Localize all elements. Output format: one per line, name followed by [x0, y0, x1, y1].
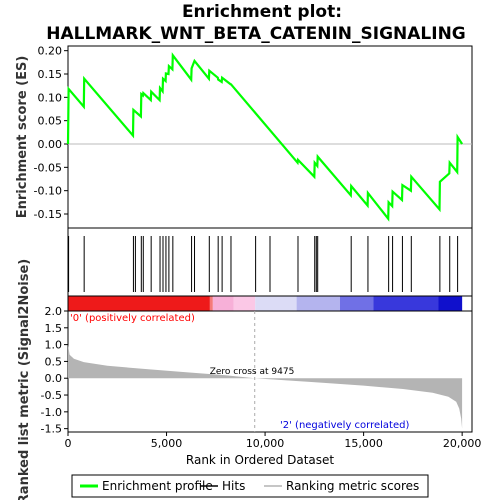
es-ytick-label: 0.20: [38, 45, 63, 58]
rank-color-segment: [212, 296, 234, 311]
rank-color-segment: [339, 296, 374, 311]
x-axis-label: Rank in Ordered Dataset: [186, 453, 334, 467]
legend-label: Hits: [222, 479, 245, 493]
xtick-label: 0: [65, 437, 72, 450]
hits-panel: [67, 227, 473, 297]
metric-ytick-label: 1.0: [45, 339, 63, 352]
metric-ytick-label: -0.5: [41, 389, 62, 402]
rank-colorbar: [67, 295, 473, 312]
ranked-metric-panel: Zero cross at 9475 '0' (positively correl…: [17, 259, 482, 504]
es-ytick-label: -0.05: [34, 161, 62, 174]
rank-color-segment: [296, 296, 340, 311]
xtick-label: 15,000: [344, 437, 383, 450]
metric-ytick-label: -1.5: [41, 423, 62, 436]
metric-ylabel: Ranked list metric (Signal2Noise): [17, 259, 32, 500]
rank-color-segment: [438, 296, 463, 311]
es-plot-frame: [67, 45, 473, 229]
rank-color-segment: [68, 296, 210, 311]
rank-color-segment: [209, 296, 213, 311]
chart-subtitle: HALLMARK_WNT_BETA_CATENIN_SIGNALING: [46, 24, 466, 44]
xtick-label: 20,000: [443, 437, 482, 450]
es-ytick-label: 0.00: [38, 138, 63, 151]
xtick-label: 10,000: [246, 437, 285, 450]
es-ylabel: Enrichment score (ES): [15, 56, 30, 219]
es-ytick-label: 0.10: [38, 91, 63, 104]
metric-ytick-label: 2.0: [45, 305, 63, 318]
es-panel: -0.15 -0.10 -0.05 0.00 0.05 0.10 0.15 0.20 Enric…: [15, 45, 473, 229]
es-ytick-label: 0.05: [38, 115, 63, 128]
es-ytick-label: 0.15: [38, 68, 63, 81]
es-ytick-label: -0.10: [34, 185, 62, 198]
xtick-label: 5,000: [151, 437, 183, 450]
metric-ytick-label: 0.0: [45, 372, 63, 385]
es-ytick-label: -0.15: [34, 208, 62, 221]
legend-box: [71, 474, 429, 498]
rank-color-segment: [373, 296, 439, 311]
legend: Enrichment profile Hits Ranking metric sco…: [71, 474, 429, 498]
metric-ytick-label: -1.0: [41, 406, 62, 419]
metric-ytick-label: 0.5: [45, 355, 63, 368]
legend-label: Ranking metric scores: [286, 479, 419, 493]
negative-correlation-label: '2' (negatively correlated): [280, 420, 409, 431]
positive-correlation-label: '0' (positively correlated): [70, 313, 195, 324]
metric-ytick-label: 1.5: [45, 322, 63, 335]
rank-color-segment: [233, 296, 256, 311]
ranking-metric-area: [68, 344, 463, 429]
chart-title: Enrichment plot:: [182, 2, 342, 22]
legend-label: Enrichment profile: [102, 479, 213, 493]
enrichment-profile-line: [66, 52, 464, 222]
rank-color-segment: [255, 296, 297, 311]
zero-cross-label: Zero cross at 9475: [210, 367, 295, 377]
